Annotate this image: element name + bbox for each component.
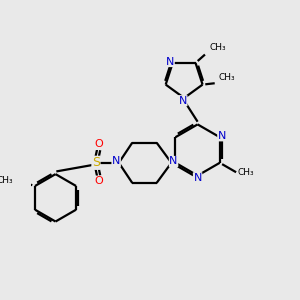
Text: CH₃: CH₃ (219, 73, 236, 82)
Text: O: O (94, 140, 103, 149)
Text: N: N (112, 157, 120, 166)
Text: S: S (92, 156, 100, 169)
Text: CH₃: CH₃ (0, 176, 14, 185)
Text: O: O (94, 176, 103, 186)
Text: CH₃: CH₃ (209, 43, 226, 52)
Text: CH₃: CH₃ (238, 168, 254, 177)
Text: N: N (218, 131, 226, 141)
Text: N: N (178, 96, 187, 106)
Text: N: N (166, 56, 174, 67)
Text: N: N (194, 173, 202, 183)
Text: N: N (169, 157, 178, 166)
